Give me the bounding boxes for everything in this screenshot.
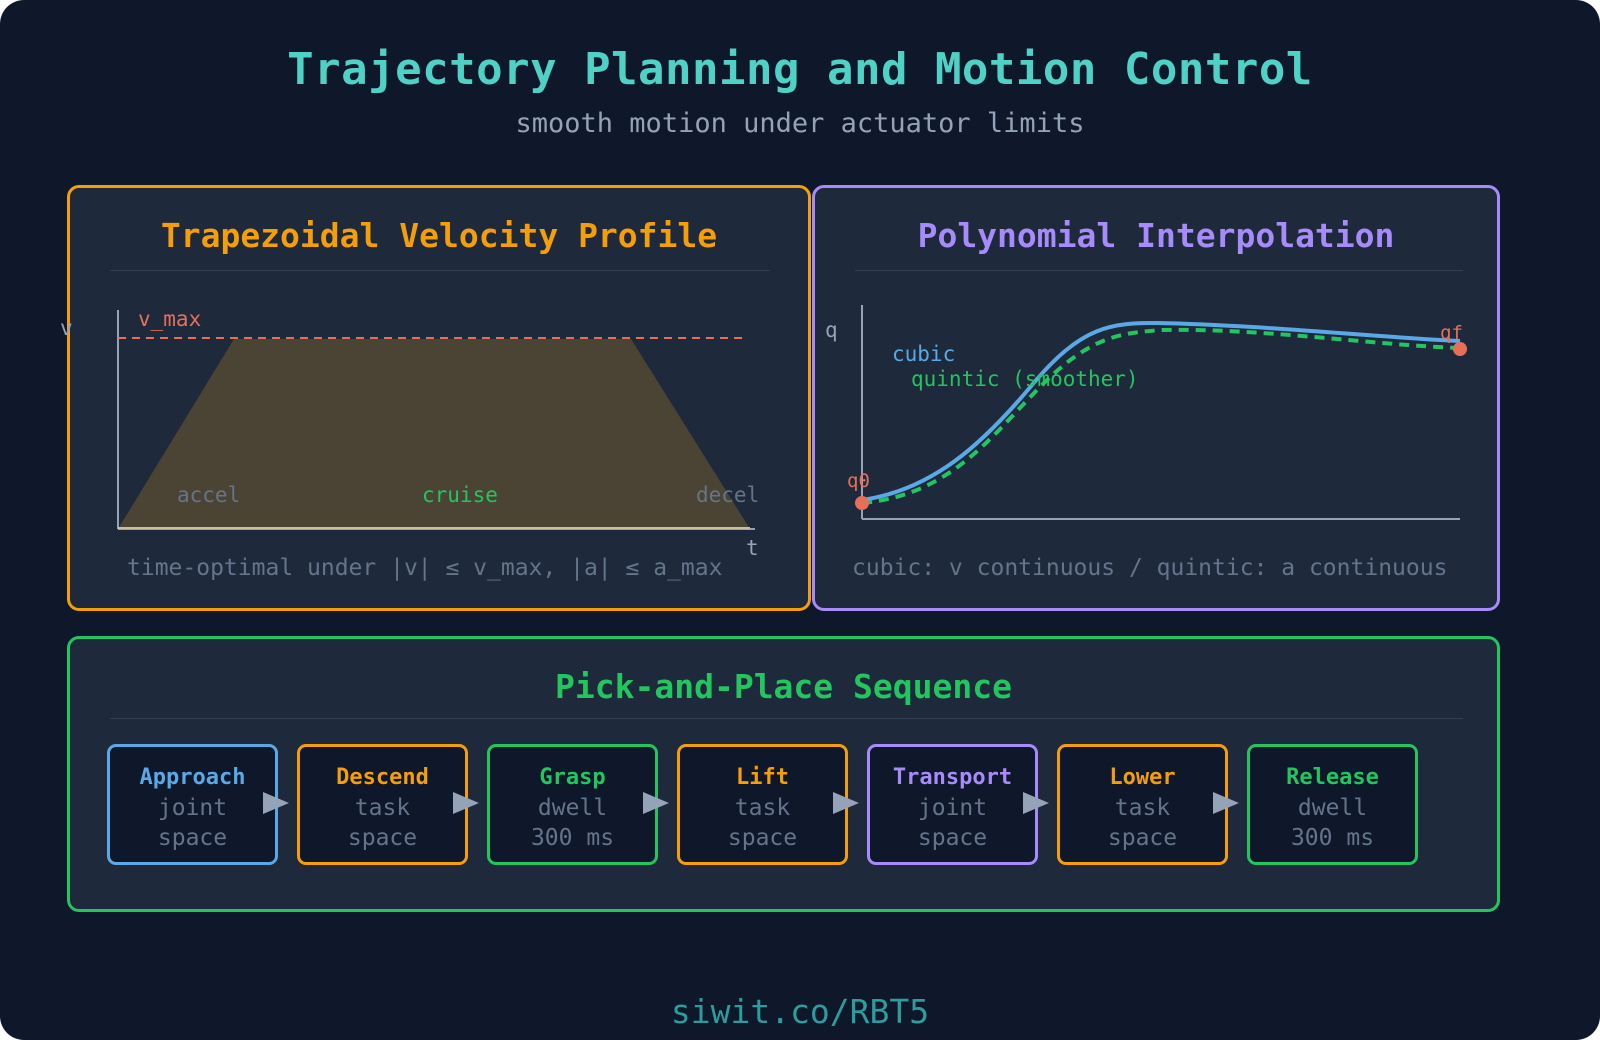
step-detail: joint — [917, 795, 988, 821]
end-point — [1453, 342, 1467, 356]
step-detail: space — [157, 825, 228, 851]
end-point-label: qf — [1440, 322, 1463, 344]
step-detail: task — [354, 795, 411, 821]
step-detail: space — [727, 825, 798, 851]
y-axis-label: v — [60, 316, 73, 340]
step-name: Grasp — [539, 765, 606, 790]
step-detail: task — [1114, 795, 1171, 821]
quintic-curve — [861, 327, 1461, 505]
step-lift: Lift task space — [677, 744, 848, 865]
step-detail: dwell — [537, 795, 608, 821]
step-descend: Descend task space — [297, 744, 468, 865]
trapezoid-chart — [117, 310, 755, 530]
x-axis-label: t — [746, 536, 759, 560]
arrow-icon — [1213, 792, 1239, 814]
step-name: Descend — [336, 765, 429, 790]
step-detail: space — [1107, 825, 1178, 851]
arrow-icon — [263, 792, 289, 814]
sequence-title-divider — [110, 718, 1463, 719]
step-release: Release dwell 300 ms — [1247, 744, 1418, 865]
step-detail: space — [917, 825, 988, 851]
polynomial-chart — [855, 305, 1467, 520]
step-grasp: Grasp dwell 300 ms — [487, 744, 658, 865]
step-detail: 300 ms — [530, 825, 615, 851]
polynomial-title-divider — [855, 270, 1463, 271]
trapezoid-title-divider — [110, 270, 770, 271]
cubic-legend-label: cubic — [892, 342, 956, 366]
step-detail: space — [347, 825, 418, 851]
arrow-icon — [453, 792, 479, 814]
polynomial-panel: Polynomial Interpolation q cubic quintic… — [812, 185, 1500, 611]
step-detail: 300 ms — [1290, 825, 1375, 851]
velocity-profile-area — [118, 339, 750, 529]
start-point — [855, 496, 869, 510]
step-name: Lift — [736, 765, 789, 790]
step-detail: dwell — [1297, 795, 1368, 821]
polynomial-panel-title: Polynomial Interpolation — [917, 216, 1395, 255]
trapezoid-panel: Trapezoidal Velocity Profile v_max v t a… — [60, 185, 811, 611]
phase-cruise-label: cruise — [422, 483, 498, 507]
step-name: Transport — [892, 765, 1013, 790]
step-detail: joint — [157, 795, 228, 821]
step-name: Lower — [1109, 765, 1176, 790]
q-axis-label: q — [825, 318, 838, 342]
page-subtitle: smooth motion under actuator limits — [515, 108, 1085, 139]
phase-decel-label: decel — [696, 483, 760, 507]
sequence-panel-title: Pick-and-Place Sequence — [555, 667, 1012, 706]
page-title: Trajectory Planning and Motion Control — [287, 44, 1313, 95]
trapezoid-caption: time-optimal under |v| ≤ v_max, |a| ≤ a_… — [127, 555, 723, 581]
quintic-legend-label: quintic (smoother) — [911, 367, 1139, 391]
arrow-icon — [643, 792, 669, 814]
arrow-icon — [833, 792, 859, 814]
phase-accel-label: accel — [177, 483, 241, 507]
start-point-label: q0 — [847, 470, 870, 492]
step-transport: Transport joint space — [867, 744, 1038, 865]
polynomial-caption: cubic: v continuous / quintic: a continu… — [852, 555, 1448, 581]
footer-link[interactable]: siwit.co/RBT5 — [670, 992, 930, 1031]
step-approach: Approach joint space — [107, 744, 278, 865]
step-lower: Lower task space — [1057, 744, 1228, 865]
step-name: Approach — [139, 765, 246, 790]
step-detail: task — [734, 795, 791, 821]
trapezoid-panel-title: Trapezoidal Velocity Profile — [160, 216, 718, 255]
cubic-curve — [861, 320, 1461, 502]
step-name: Release — [1286, 765, 1379, 790]
vmax-label: v_max — [138, 307, 202, 331]
arrow-icon — [1023, 792, 1049, 814]
